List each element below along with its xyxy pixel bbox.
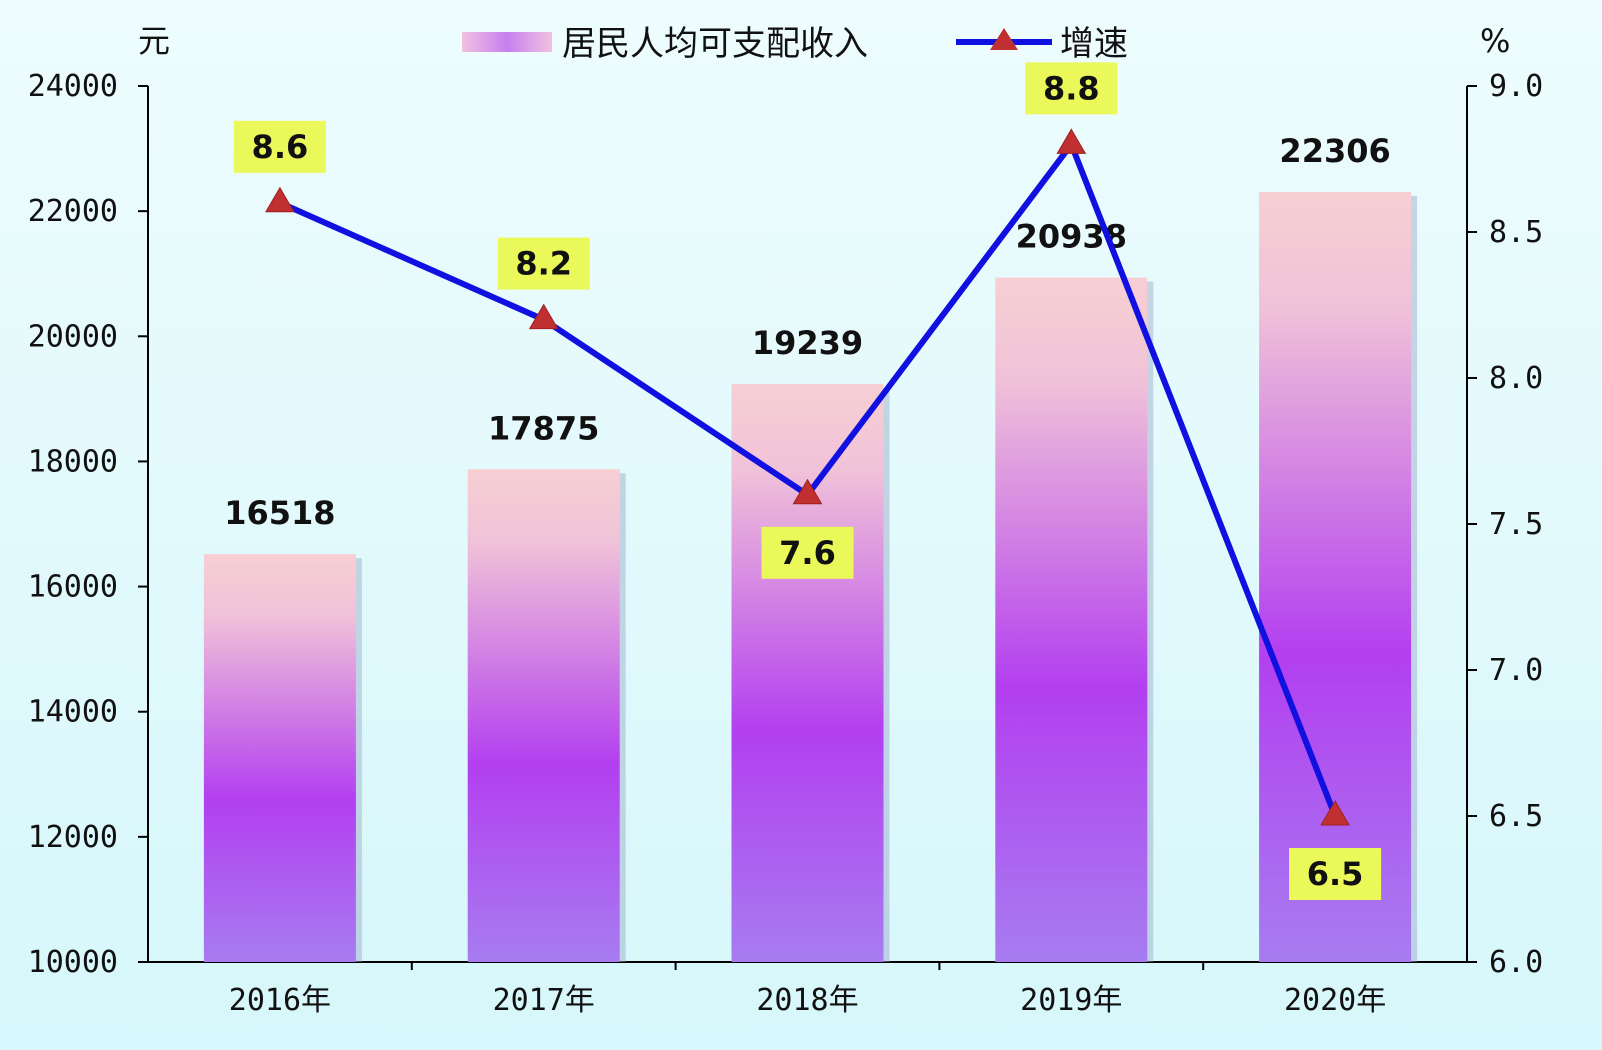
income-value-label: 22306 — [1279, 132, 1390, 170]
right-tick-label: 6.5 — [1489, 799, 1543, 834]
axes: 10000 12000 14000 16000 18000 20000 22000 24000… — [28, 69, 1544, 980]
left-tick-label: 10000 — [28, 945, 118, 980]
income-value-label: 16518 — [224, 494, 335, 532]
left-tick-label: 14000 — [28, 695, 118, 730]
left-tick-label: 24000 — [28, 69, 118, 104]
x-tick-label: 2019年 — [1020, 983, 1122, 1018]
x-axis-labels: 2016年 2017年 2018年 2019年 2020年 — [229, 983, 1386, 1018]
growth-marker — [528, 303, 559, 330]
growth-marker — [1056, 128, 1087, 154]
right-axis-unit: % — [1480, 22, 1510, 60]
x-tick-label: 2020年 — [1284, 983, 1386, 1018]
right-tick-label: 6.0 — [1489, 945, 1543, 980]
left-tick-label: 12000 — [28, 820, 118, 855]
growth-marker — [792, 478, 823, 505]
growth-line-series — [265, 128, 1350, 826]
growth-value-label: 8.2 — [515, 245, 572, 283]
growth-value-label: 7.6 — [779, 534, 836, 572]
growth-value-label: 6.5 — [1307, 855, 1364, 893]
left-tick-label: 16000 — [28, 570, 118, 605]
left-tick-label: 20000 — [28, 319, 118, 354]
growth-marker — [265, 186, 295, 213]
growth-label-box — [1025, 62, 1118, 115]
income-bar — [467, 469, 620, 962]
left-axis-unit: 元 — [138, 22, 170, 60]
growth-label-box — [1289, 848, 1382, 900]
growth-marker — [1320, 800, 1350, 826]
x-tick-label: 2018年 — [756, 983, 858, 1018]
legend-swatch-income — [462, 32, 552, 52]
income-value-label: 17875 — [488, 409, 599, 447]
right-tick-label: 7.0 — [1489, 653, 1543, 688]
right-tick-label: 7.5 — [1489, 507, 1543, 542]
bar-series — [203, 191, 1418, 963]
growth-label-box — [761, 526, 854, 579]
income-value-label: 19239 — [752, 324, 863, 362]
income-bar — [203, 554, 356, 962]
growth-label-box — [233, 120, 326, 173]
growth-value-label: 8.6 — [252, 128, 309, 166]
legend-label-growth: 增速 — [1060, 24, 1128, 64]
income-bar — [731, 383, 884, 962]
growth-value-label: 8.8 — [1043, 69, 1100, 107]
right-tick-label: 8.5 — [1489, 215, 1543, 250]
right-tick-label: 9.0 — [1489, 69, 1543, 104]
growth-value-labels: 8.6 8.2 7.6 8.8 6.5 — [233, 62, 1382, 900]
x-tick-label: 2016年 — [229, 983, 331, 1018]
legend-label-income: 居民人均可支配收入 — [562, 24, 868, 64]
left-tick-label: 18000 — [28, 444, 118, 479]
income-bar — [1259, 191, 1412, 963]
legend-swatch-growth-marker — [990, 28, 1018, 50]
legend: 居民人均可支配收入 增速 — [462, 24, 1128, 64]
income-bar — [995, 277, 1148, 962]
left-tick-label: 22000 — [28, 194, 118, 229]
growth-label-box — [497, 237, 590, 290]
x-tick-label: 2017年 — [493, 983, 595, 1018]
right-tick-label: 8.0 — [1489, 361, 1543, 396]
